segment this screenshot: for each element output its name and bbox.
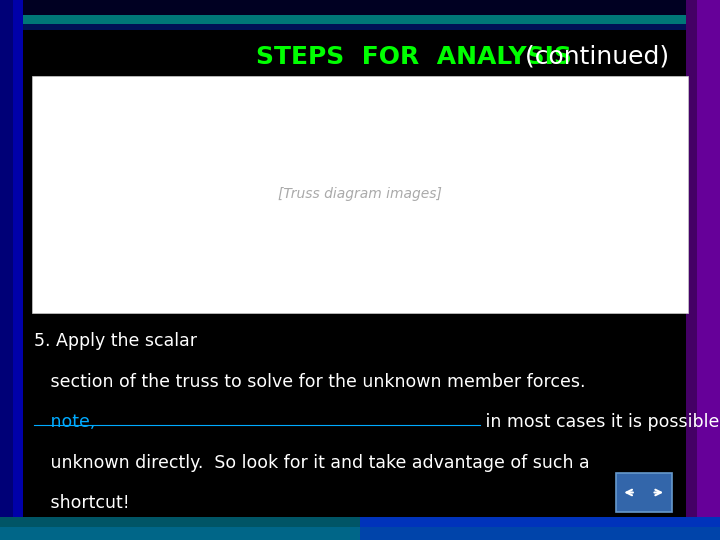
Bar — [32, 76, 688, 313]
Text: 5. Apply the scalar: 5. Apply the scalar — [34, 332, 202, 350]
Bar — [0, 517, 360, 526]
Text: shortcut!: shortcut! — [34, 494, 130, 512]
Text: (continued): (continued) — [517, 45, 669, 69]
Bar — [360, 526, 720, 540]
Bar — [0, 526, 360, 540]
Bar — [686, 0, 697, 540]
Text: section of the truss to solve for the unknown member forces.: section of the truss to solve for the un… — [34, 373, 596, 390]
Bar — [616, 473, 672, 512]
Text: unknown directly.  So look for it and take advantage of such a: unknown directly. So look for it and tak… — [34, 454, 590, 471]
Text: [Truss diagram images]: [Truss diagram images] — [278, 187, 442, 201]
Bar — [360, 517, 720, 526]
Bar — [0, 24, 720, 30]
Text: STEPS  FOR  ANALYSIS: STEPS FOR ANALYSIS — [256, 45, 572, 69]
Text: note,: note, — [34, 413, 95, 431]
Bar — [0, 15, 720, 24]
Bar — [13, 0, 23, 540]
Bar — [0, 0, 13, 540]
Bar — [0, 0, 720, 15]
Text: in most cases it is possible to write one equation to solve for one: in most cases it is possible to write on… — [480, 413, 720, 431]
Bar — [697, 0, 720, 540]
